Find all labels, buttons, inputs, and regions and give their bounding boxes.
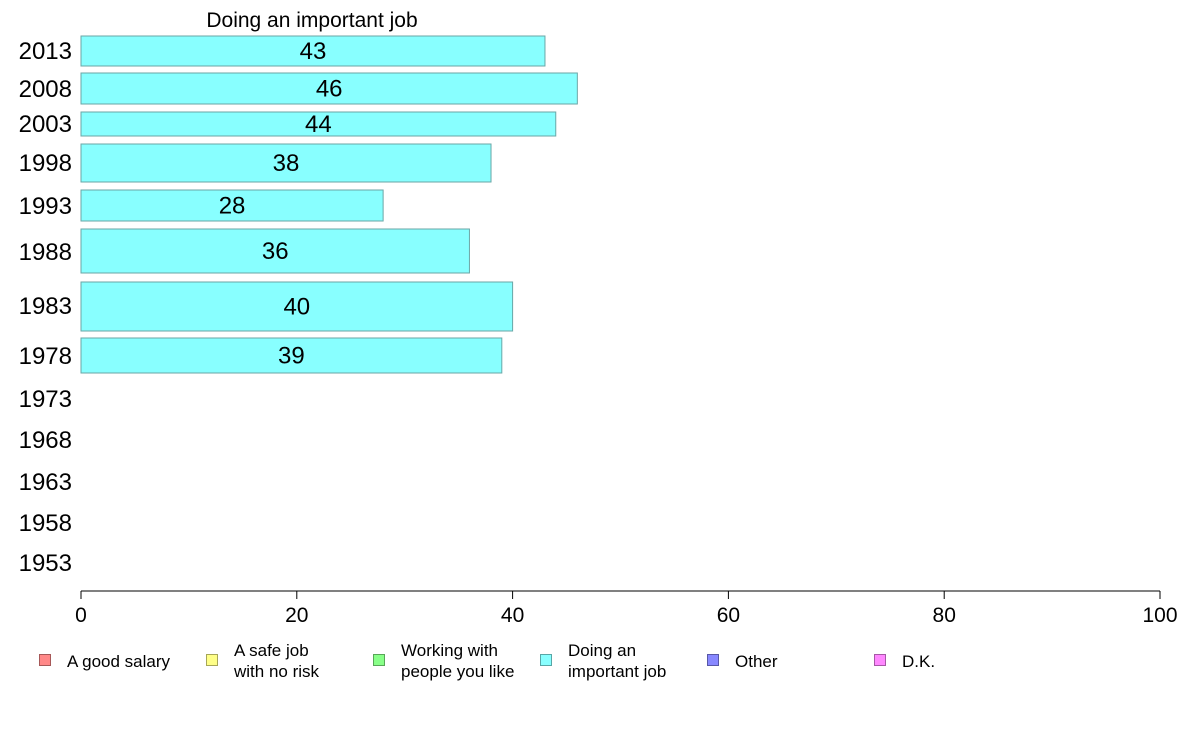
legend-swatch	[707, 654, 719, 666]
bar	[80, 189, 384, 222]
bar-value-label: 39	[278, 343, 305, 370]
bar-value-label: 40	[283, 294, 310, 321]
y-tick-label: 1973	[19, 386, 72, 413]
bar-chart: Doing an important job 4346443828364039 …	[19, 9, 1178, 627]
bar	[80, 337, 503, 374]
y-tick-label: 2013	[19, 38, 72, 65]
legend-swatch	[39, 654, 51, 666]
x-tick-label: 100	[1142, 604, 1177, 627]
legend-swatch	[206, 654, 218, 666]
legend-label: A safe job with no risk	[234, 641, 320, 681]
legend-label: D.K.	[902, 652, 936, 671]
bar	[80, 143, 492, 183]
legend-swatch	[874, 654, 886, 666]
y-axis-labels: 2013 2008 2003 1998 1993 1988 1983 1978 1973 1968…	[19, 38, 72, 577]
bar	[80, 111, 557, 137]
bar-value-label: 44	[305, 111, 332, 138]
legend-item: Other	[707, 640, 778, 672]
bar-value-label: 43	[300, 38, 327, 65]
legend-item: A good salary	[39, 640, 170, 672]
bar-value-label: 28	[219, 193, 246, 220]
x-axis: 0 20 40 60 80 100	[75, 590, 1178, 627]
y-tick-label: 1958	[19, 510, 72, 537]
legend-label: Doing an important job	[568, 641, 667, 681]
y-tick-label: 1953	[19, 550, 72, 577]
bar-value-label: 38	[273, 150, 300, 177]
y-tick-label: 2003	[19, 111, 72, 138]
legend: A good salary A safe job with no risk Work…	[0, 640, 1188, 690]
legend-item: A safe job with no risk	[206, 640, 319, 682]
chart-title: Doing an important job	[206, 9, 417, 32]
y-tick-label: 1983	[19, 293, 72, 320]
x-tick-label: 80	[933, 604, 956, 627]
legend-swatch	[373, 654, 385, 666]
y-tick-label: 1998	[19, 150, 72, 177]
y-tick-label: 1963	[19, 469, 72, 496]
y-tick-label: 2008	[19, 76, 72, 103]
bar-value-label: 36	[262, 238, 289, 265]
x-tick-label: 40	[501, 604, 524, 627]
y-tick-label: 1993	[19, 193, 72, 220]
legend-swatch	[540, 654, 552, 666]
y-tick-label: 1988	[19, 239, 72, 266]
bar	[80, 281, 514, 332]
bar	[80, 228, 470, 274]
legend-item: Working with people you like	[373, 640, 514, 682]
legend-label: Other	[735, 652, 778, 671]
bar-value-label: 46	[316, 76, 343, 103]
legend-item: Doing an important job	[540, 640, 666, 682]
x-tick-label: 60	[717, 604, 740, 627]
bar	[80, 35, 546, 67]
y-tick-label: 1968	[19, 427, 72, 454]
x-tick-label: 0	[75, 604, 87, 627]
legend-item: D.K.	[874, 640, 935, 672]
x-tick-label: 20	[285, 604, 308, 627]
y-tick-label: 1978	[19, 343, 72, 370]
bar	[80, 72, 578, 105]
legend-label: A good salary	[67, 652, 171, 671]
legend-label: Working with people you like	[401, 641, 515, 681]
